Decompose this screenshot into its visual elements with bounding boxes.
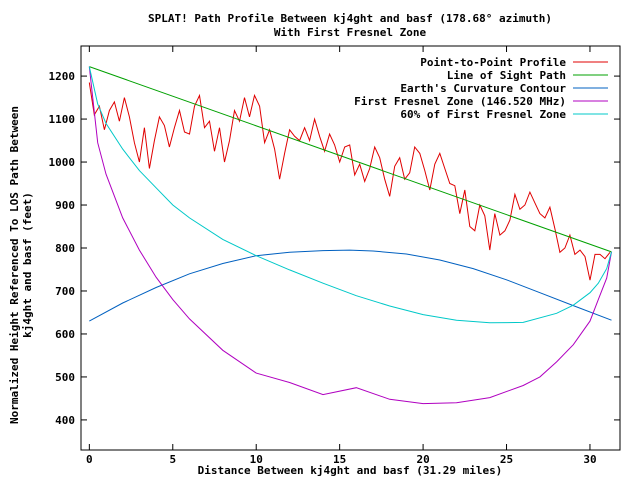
- y-axis-label-line2: kj4ght and basf (feet): [21, 192, 34, 338]
- chart-title: SPLAT! Path Profile Between kj4ght and b…: [148, 12, 552, 25]
- legend-label-3: First Fresnel Zone (146.520 MHz): [354, 95, 566, 108]
- y-tick-label: 400: [55, 414, 75, 427]
- x-tick-label: 5: [169, 453, 176, 466]
- legend-label-4: 60% of First Fresnel Zone: [400, 108, 566, 121]
- y-tick-label: 900: [55, 199, 75, 212]
- chart-subtitle: With First Fresnel Zone: [274, 26, 427, 39]
- legend-label-2: Earth's Curvature Contour: [400, 82, 566, 95]
- x-tick-label: 30: [583, 453, 596, 466]
- x-tick-label: 25: [500, 453, 513, 466]
- x-tick-label: 10: [250, 453, 263, 466]
- y-tick-label: 700: [55, 285, 75, 298]
- y-tick-label: 1000: [49, 156, 76, 169]
- axis-ticks: 400 500 600 700 800 900 1000 1100 1200 0 5 10 15 20 25…: [49, 46, 620, 466]
- series-line-1: [89, 66, 612, 253]
- series-line-0: [88, 82, 611, 281]
- series-line-3: [88, 66, 612, 405]
- x-tick-label: 15: [333, 453, 346, 466]
- x-axis-label: Distance Between kj4ght and basf (31.29 …: [198, 464, 503, 477]
- y-tick-label: 1200: [49, 70, 76, 83]
- y-tick-label: 800: [55, 242, 75, 255]
- series-line-2: [89, 249, 612, 322]
- series-line-4: [88, 66, 612, 324]
- legend-label-1: Line of Sight Path: [447, 69, 566, 82]
- x-tick-label: 20: [416, 453, 429, 466]
- series-layer: [88, 66, 612, 405]
- legend-label-0: Point-to-Point Profile: [420, 56, 566, 69]
- y-axis-label-line1: Normalized Height Referenced To LOS Path…: [8, 106, 21, 424]
- x-tick-label: 0: [86, 453, 93, 466]
- y-tick-label: 500: [55, 371, 75, 384]
- y-tick-label: 1100: [49, 113, 76, 126]
- y-tick-label: 600: [55, 328, 75, 341]
